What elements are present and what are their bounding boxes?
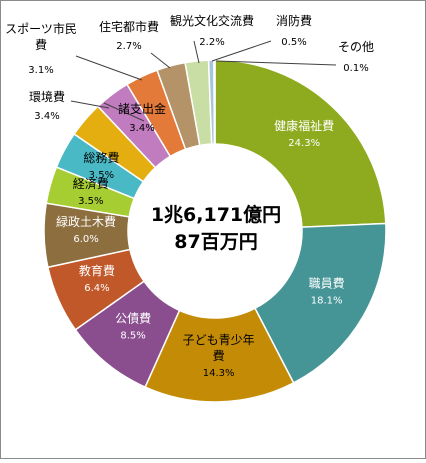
slice-value-住宅都市費: 2.7% — [116, 41, 141, 52]
slice-label-総務費: 総務費 — [83, 150, 119, 165]
slice-label-住宅都市費: 住宅都市費 — [99, 19, 159, 34]
labels-group: 健康福祉費24.3%職員費18.1%子ども青少年費14.3%公債費8.5%教育費… — [5, 13, 374, 379]
slice-label-その他: その他 — [338, 40, 374, 54]
slice-label-健康福祉費: 健康福祉費 — [274, 118, 334, 133]
slice-value-消防費: 0.5% — [281, 37, 306, 48]
slice-value-子ども青少年費: 14.3% — [203, 368, 235, 379]
slice-label-子ども青少年費-1: 費 — [213, 348, 225, 363]
slice-その他 — [213, 59, 216, 145]
slice-label-公債費: 公債費 — [115, 311, 151, 326]
slice-value-公債費: 8.5% — [120, 331, 145, 342]
slice-label-職員費: 職員費 — [309, 276, 345, 291]
slice-value-健康福祉費: 24.3% — [288, 138, 320, 149]
slice-value-その他: 0.1% — [343, 63, 368, 74]
leader-line-諸支出金 — [103, 102, 145, 122]
slice-label-消防費: 消防費 — [276, 13, 312, 28]
leader-line-住宅都市費 — [150, 52, 171, 69]
slice-label-経済費: 経済費 — [73, 176, 109, 191]
slice-label-教育費: 教育費 — [79, 263, 115, 278]
slice-value-緑政土木費: 6.0% — [73, 234, 98, 245]
leader-line-観光文化交流費 — [193, 40, 200, 64]
slice-value-スポーツ市民費: 3.1% — [28, 65, 53, 76]
leader-lines-group — [70, 40, 337, 122]
slice-職員費 — [253, 222, 387, 384]
slice-label-スポーツ市民費-1: 費 — [35, 37, 47, 52]
slice-label-子ども青少年費-0: 子ども青少年 — [183, 333, 255, 347]
leader-line-消防費 — [211, 40, 272, 62]
leader-line-その他 — [215, 60, 337, 66]
center-total-line-2: 87百万円 — [174, 231, 257, 253]
leader-line-スポーツ市民費 — [75, 55, 143, 81]
slice-label-環境費: 環境費 — [29, 89, 65, 104]
slice-value-観光文化交流費: 2.2% — [199, 37, 224, 48]
slice-健康福祉費 — [214, 59, 387, 228]
slice-value-教育費: 6.4% — [84, 283, 109, 294]
slices-group — [43, 59, 387, 403]
slice-label-緑政土木費: 緑政土木費 — [56, 214, 116, 229]
leader-line-環境費 — [70, 100, 110, 109]
slice-value-総務費: 3.5% — [89, 170, 114, 181]
slice-value-経済費: 3.5% — [78, 196, 103, 207]
slice-value-環境費: 3.4% — [34, 111, 59, 122]
slice-value-職員費: 18.1% — [311, 296, 343, 307]
center-total-line-1: 1兆6,171億円 — [151, 203, 281, 226]
slice-label-観光文化交流費: 観光文化交流費 — [170, 13, 254, 28]
slice-value-諸支出金: 3.4% — [129, 123, 154, 134]
slice-label-諸支出金: 諸支出金 — [118, 101, 166, 116]
slice-label-スポーツ市民費-0: スポーツ市民 — [5, 21, 77, 36]
